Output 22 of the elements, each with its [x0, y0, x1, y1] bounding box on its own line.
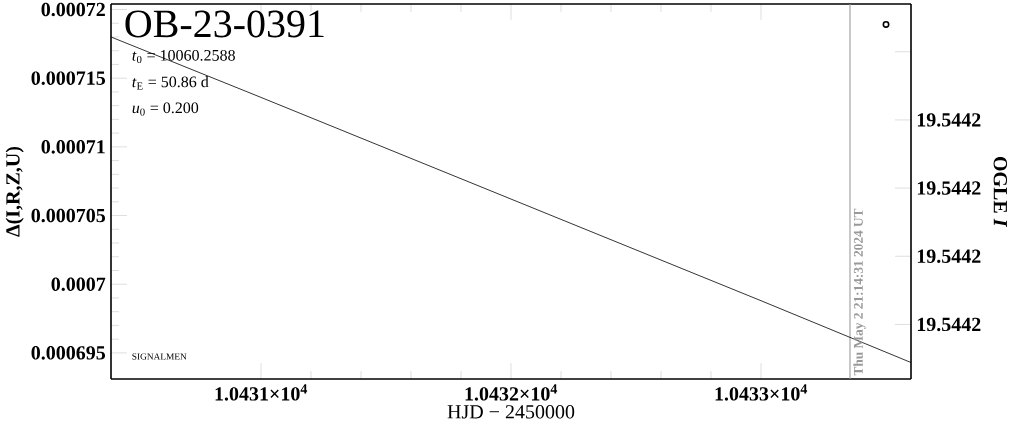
- y2-axis-title: OGLE I: [993, 156, 1008, 228]
- annotation: u$_{0}$ = 0.200: [132, 102, 199, 116]
- y2-tick-label: 19.5442: [917, 181, 981, 195]
- y-axis-title: Δ(I,R,Z,U): [5, 146, 24, 237]
- x-tick-label: 1.0431×10$^{4}$: [215, 384, 308, 401]
- x-tick-label: 1.0432×10$^{4}$: [465, 384, 558, 401]
- y2-tick-label: 19.5442: [917, 317, 981, 332]
- y-tick-label: 0.00071: [41, 140, 105, 154]
- annotation: SIGNALMEN: [132, 353, 187, 360]
- chart-title: OB-23-0391: [125, 10, 324, 38]
- y-tick-label: 0.000705: [31, 208, 106, 223]
- y-tick-label: 0.000715: [31, 71, 106, 85]
- y-tick-label: 0.0007: [51, 277, 106, 292]
- x-axis-title: HJD − 2450000: [447, 405, 575, 419]
- annotation: t$_{E}$ = 50.86 d: [132, 76, 209, 90]
- y-tick-label: 0.000695: [31, 346, 106, 360]
- y2-tick-label: 19.5442: [917, 249, 981, 264]
- y2-tick-label: 19.5442: [917, 113, 981, 127]
- x-tick-label: 1.0433×10$^{4}$: [715, 384, 808, 401]
- y-tick-label: 0.00072: [41, 2, 105, 17]
- annotation: t$_{0}$ = 10060.2588: [132, 49, 235, 64]
- annotation: Thu May 2 21:14:31 2024 UT: [853, 208, 866, 376]
